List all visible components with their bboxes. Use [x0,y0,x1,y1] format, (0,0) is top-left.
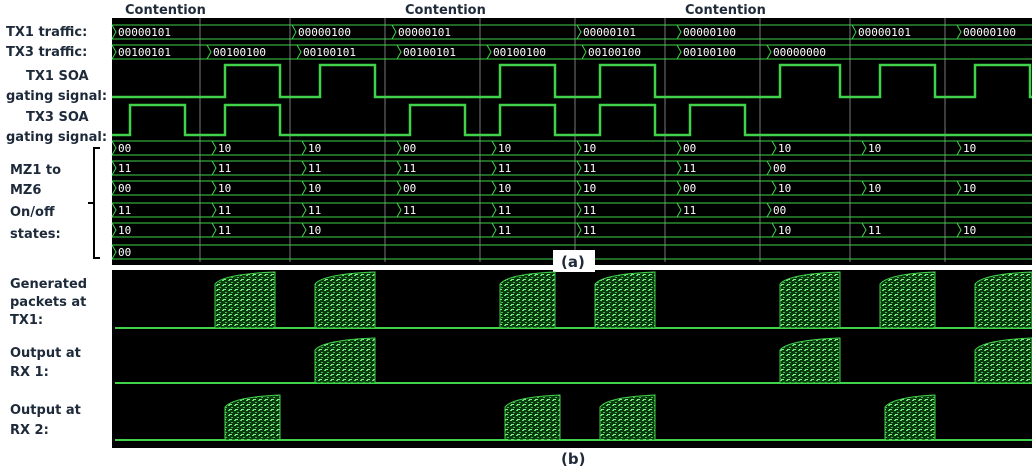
packet-burst [315,338,375,383]
bus-value: 00 [403,182,416,195]
packet-burst [600,395,655,440]
packet-burst [505,395,560,440]
bus-value: 00100101 [118,46,171,59]
bus-value: 00100100 [683,46,736,59]
figure: Contention Contention Contention TX1 traffi… [0,0,1032,468]
bus-value: 10 [218,182,231,195]
bus-value: 10 [583,182,596,195]
bus-value: 10 [218,142,231,155]
packet-burst [500,272,555,328]
bus-value: 00000100 [963,26,1016,39]
packet-burst [780,272,840,328]
bus-value: 11 [498,224,511,237]
bus-value: 00000101 [583,26,636,39]
bus-value: 11 [683,162,696,175]
bus-value: 00100101 [403,46,456,59]
bus-value: 11 [308,204,321,217]
bus-value: 00 [683,142,696,155]
bus-value: 10 [778,224,791,237]
bus-value: 10 [868,142,881,155]
bus-value: 11 [403,162,416,175]
bus-value: 00 [683,182,696,195]
row-label: MZ6 [10,183,41,198]
bus-value: 10 [963,182,976,195]
bus-value: 00000100 [683,26,736,39]
packet-burst [975,338,1032,383]
bus-value: 10 [778,142,791,155]
packet-burst [885,395,935,440]
bus-value: 00 [773,162,786,175]
bus-value: 10 [963,224,976,237]
bus-value: 11 [583,162,596,175]
row-label: packets at [10,295,86,310]
packet-burst [595,272,655,328]
bus-value: 00 [118,246,131,259]
bus-value: 00000101 [118,26,171,39]
row-label: RX 2: [10,423,49,438]
bus-value: 10 [308,142,321,155]
bracket [88,148,100,258]
bus-value: 10 [583,142,596,155]
row-label: Output at [10,403,81,418]
bus-value: 00 [773,204,786,217]
row-label: MZ1 to [10,163,61,178]
bus-value: 11 [498,162,511,175]
packet-burst [880,272,935,328]
bus-value: 11 [218,224,231,237]
bus-value: 00100100 [493,46,546,59]
bus-value: 00000000 [773,46,826,59]
bus-value: 10 [778,182,791,195]
row-label: Generated [10,277,87,292]
packet-burst [780,338,840,383]
bus-value: 11 [683,204,696,217]
panel-label: (b) [561,450,585,468]
bus-value: 10 [308,224,321,237]
bus-value: 10 [308,182,321,195]
contention-label: Contention [125,3,206,18]
packet-burst [315,272,375,328]
row-label: RX 1: [10,365,49,380]
packet-burst [215,272,275,328]
row-label: TX3 traffic: [6,45,87,60]
bus-value: 00 [118,182,131,195]
bus-value: 11 [118,162,131,175]
contention-label: Contention [685,3,766,18]
packet-burst [975,272,1032,328]
panel-label: (a) [561,253,585,271]
packet-burst [225,395,280,440]
bus-value: 10 [498,182,511,195]
bus-value: 10 [868,182,881,195]
bus-value: 11 [218,162,231,175]
row-label: TX3 SOA [26,110,89,125]
bus-value: 00000100 [298,26,351,39]
bus-value: 11 [403,204,416,217]
bus-value: 00100100 [588,46,641,59]
row-label: Output at [10,346,81,361]
bus-value: 11 [308,162,321,175]
row-label: On/off [10,205,55,220]
bus-value: 11 [583,224,596,237]
bus-value: 00100100 [213,46,266,59]
bus-value: 10 [963,142,976,155]
bus-value: 10 [118,224,131,237]
bus-value: 11 [118,204,131,217]
row-label: states: [10,227,61,242]
bus-value: 00000101 [398,26,451,39]
row-label: gating signal: [6,130,107,145]
row-label: gating signal: [6,89,107,104]
row-label: TX1 traffic: [6,25,87,40]
bus-value: 00 [118,142,131,155]
bus-value: 00100101 [303,46,356,59]
bus-value: 00 [403,142,416,155]
contention-label: Contention [405,3,486,18]
bus-value: 11 [218,204,231,217]
bus-value: 11 [868,224,881,237]
bus-value: 00000101 [858,26,911,39]
bus-value: 10 [498,142,511,155]
row-label: TX1 SOA [26,69,89,84]
row-label: TX1: [10,313,43,328]
bus-value: 11 [498,204,511,217]
bus-value: 11 [583,204,596,217]
